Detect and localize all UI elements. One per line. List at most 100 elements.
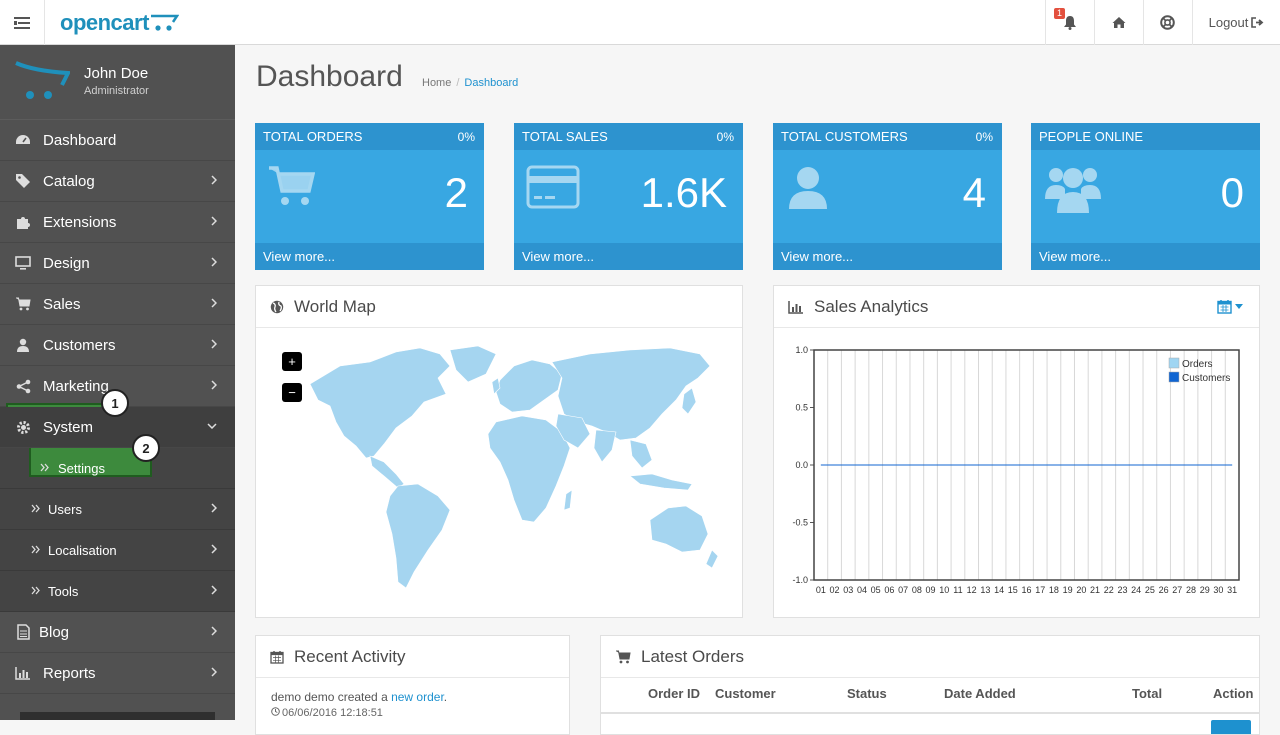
tile-view-more-link[interactable]: View more... <box>1031 243 1260 270</box>
cart-icon <box>615 650 631 664</box>
opencart-logo[interactable]: opencart <box>60 8 179 38</box>
user-icon <box>14 336 32 354</box>
calendar-icon <box>270 650 284 664</box>
column-header-total[interactable]: Total <box>1132 686 1163 701</box>
tile-view-more-link[interactable]: View more... <box>773 243 1002 270</box>
chart-legend-label: Customers <box>1182 373 1230 384</box>
chart-y-tick-label: -1.0 <box>792 575 808 585</box>
logout-label: Logout <box>1208 15 1249 30</box>
chart-x-tick-label: 19 <box>1063 585 1073 595</box>
world-map-panel: World Map + − <box>255 285 743 618</box>
sidebar-bottom-bar <box>20 712 215 720</box>
chart-x-tick-label: 07 <box>898 585 908 595</box>
chevron-right-icon <box>211 544 217 554</box>
notifications-button[interactable]: 1 <box>1045 0 1093 45</box>
sidebar-item-label: Customers <box>43 336 116 354</box>
panel-title: Recent Activity <box>294 646 406 666</box>
profile-name: John Doe <box>84 65 149 82</box>
users-icon <box>1045 168 1101 213</box>
table-divider <box>601 712 1259 714</box>
tile-title: TOTAL ORDERS <box>263 129 363 144</box>
sidebar-item-catalog[interactable]: Catalog <box>0 161 235 202</box>
sidebar-item-label: Dashboard <box>43 131 117 149</box>
breadcrumb-dashboard[interactable]: Dashboard <box>464 77 519 89</box>
sidebar-subitem-localisation[interactable]: Localisation <box>0 530 235 571</box>
sales-analytics-panel: Sales Analytics 1.0 0.5 0.0 -0.5 -1.0 01 02 03 0… <box>773 285 1260 618</box>
chart-x-tick-label: 16 <box>1021 585 1031 595</box>
chart-x-tick-label: 14 <box>994 585 1004 595</box>
sidebar-item-design[interactable]: Design <box>0 243 235 284</box>
latest-orders-panel: Latest Orders Order ID Customer Status D… <box>600 635 1260 735</box>
tile-value: 2 <box>444 169 468 216</box>
home-button[interactable] <box>1094 0 1142 45</box>
sidebar-item-sales[interactable]: Sales <box>0 284 235 325</box>
life-ring-icon <box>1160 15 1175 30</box>
recent-activity-panel: Recent Activity demo demo created a new … <box>255 635 570 735</box>
menu-toggle-button[interactable] <box>0 0 45 45</box>
sidebar-subitem-tools[interactable]: Tools <box>0 571 235 612</box>
chart-x-tick-label: 31 <box>1227 585 1237 595</box>
chart-x-tick-label: 26 <box>1159 585 1169 595</box>
panel-title: Sales Analytics <box>814 296 929 316</box>
clock-icon <box>271 707 280 716</box>
monitor-icon <box>14 254 32 272</box>
bar-chart-icon <box>788 300 804 314</box>
help-button[interactable] <box>1143 0 1191 45</box>
logout-button[interactable]: Logout <box>1192 0 1280 45</box>
tile-view-more-link[interactable]: View more... <box>255 243 484 270</box>
tile-title: TOTAL CUSTOMERS <box>781 129 908 144</box>
sales-analytics-chart: 1.0 0.5 0.0 -0.5 -1.0 01 02 03 04 05 06 07 08 09 10 11 1… <box>792 345 1240 595</box>
column-header-order-id[interactable]: Order ID <box>648 686 701 701</box>
column-header-date-added[interactable]: Date Added <box>944 686 1016 701</box>
breadcrumb-home[interactable]: Home <box>422 77 452 89</box>
sidebar-item-label: Design <box>43 254 90 272</box>
chart-x-tick-label: 11 <box>953 585 962 595</box>
panel-title: World Map <box>294 296 376 316</box>
world-map[interactable] <box>300 344 720 594</box>
logo-text: opencart <box>60 10 149 35</box>
sidebar-item-blog[interactable]: Blog <box>0 612 235 653</box>
credit-card-icon <box>526 165 580 209</box>
chart-x-tick-label: 09 <box>926 585 936 595</box>
sidebar-item-extensions[interactable]: Extensions <box>0 202 235 243</box>
tile-total-sales: TOTAL SALES 0% 1.6K View more... <box>514 123 743 270</box>
column-header-status[interactable]: Status <box>847 686 887 701</box>
tile-value: 0 <box>1220 169 1244 216</box>
sidebar-subitem-settings[interactable]: Settings <box>0 448 235 489</box>
tile-view-more-link[interactable]: View more... <box>514 243 743 270</box>
chart-x-tick-label: 28 <box>1186 585 1196 595</box>
user-profile[interactable]: John Doe Administrator <box>0 45 235 120</box>
chevron-right-icon <box>211 585 217 595</box>
sidebar-subitem-users[interactable]: Users <box>0 489 235 530</box>
chevron-right-icon <box>211 175 217 185</box>
chart-x-tick-label: 17 <box>1035 585 1045 595</box>
sidebar-item-label: Marketing <box>43 377 109 395</box>
view-order-button[interactable] <box>1211 720 1251 734</box>
tile-value: 1.6K <box>640 169 727 216</box>
sign-out-icon <box>1251 17 1264 28</box>
chart-x-tick-label: 01 <box>816 585 826 595</box>
tile-title: TOTAL SALES <box>522 129 608 144</box>
tags-icon <box>14 172 32 190</box>
sidebar-item-label: Reports <box>43 664 96 682</box>
chart-x-tick-label: 10 <box>939 585 949 595</box>
column-header-customer[interactable]: Customer <box>715 686 776 701</box>
sidebar-item-reports[interactable]: Reports <box>0 653 235 694</box>
chevron-right-icon <box>211 380 217 390</box>
sidebar-item-dashboard[interactable]: Dashboard <box>0 120 235 161</box>
activity-order-link[interactable]: new order <box>391 690 444 704</box>
caret-down-icon <box>1235 304 1243 309</box>
chevron-right-icon <box>211 667 217 677</box>
map-zoom-in-button[interactable]: + <box>282 352 302 371</box>
date-range-dropdown[interactable] <box>1217 299 1243 314</box>
bell-icon <box>1063 16 1076 30</box>
activity-item: demo demo created a new order. <box>271 690 447 704</box>
tile-total-customers: TOTAL CUSTOMERS 0% 4 View more... <box>773 123 1002 270</box>
column-header-action[interactable]: Action <box>1213 686 1254 701</box>
double-chevron-right-icon <box>40 463 49 472</box>
system-submenu: Settings Users Localisation Tools <box>0 448 235 612</box>
sidebar-item-label: Sales <box>43 295 81 313</box>
sidebar-item-customers[interactable]: Customers <box>0 325 235 366</box>
map-zoom-out-button[interactable]: − <box>282 383 302 402</box>
chevron-right-icon <box>211 298 217 308</box>
